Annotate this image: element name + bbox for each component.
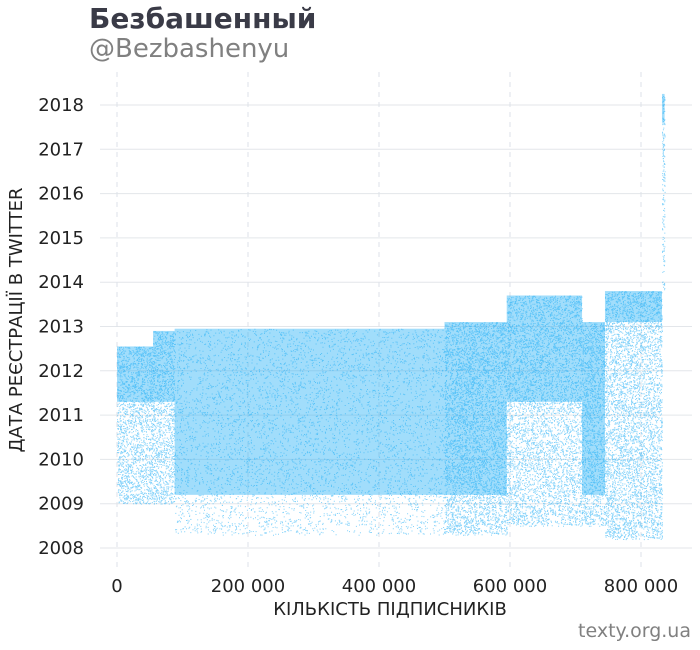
scatter-points bbox=[444, 322, 508, 536]
scatter-points bbox=[506, 295, 583, 527]
chart-subtitle: @Bezbashenyu bbox=[89, 34, 290, 64]
y-axis-label: ДАТА РЕЄСТРАЦІЇ В TWITTER bbox=[6, 188, 27, 453]
y-tick-label: 2017 bbox=[38, 139, 84, 160]
y-tick-label: 2015 bbox=[38, 228, 84, 249]
y-tick-label: 2012 bbox=[38, 361, 84, 382]
scatter-block bbox=[444, 322, 508, 536]
y-tick-label: 2018 bbox=[38, 95, 84, 116]
x-tick-label: 600 000 bbox=[473, 576, 547, 597]
scatter-block bbox=[604, 291, 663, 541]
y-tick-label: 2016 bbox=[38, 184, 84, 205]
y-tick-label: 2014 bbox=[38, 272, 84, 293]
scatter-points bbox=[662, 96, 666, 291]
scatter-block bbox=[174, 328, 446, 536]
y-tick-label: 2009 bbox=[38, 494, 84, 515]
scatter-block bbox=[506, 295, 583, 527]
y-tick-label: 2011 bbox=[38, 405, 84, 426]
scatter-points bbox=[605, 291, 663, 541]
scatter-density bbox=[174, 328, 445, 495]
scatter-points bbox=[174, 328, 446, 536]
scatter-block bbox=[153, 330, 176, 505]
data-points bbox=[117, 93, 666, 541]
grid-lines bbox=[100, 72, 692, 572]
scatter-points bbox=[117, 346, 154, 505]
scatter-block bbox=[117, 346, 154, 505]
source-credit: texty.org.ua bbox=[578, 620, 691, 642]
scatter-block bbox=[582, 322, 606, 527]
scatter-block bbox=[661, 93, 666, 291]
x-tick-label: 400 000 bbox=[342, 576, 416, 597]
y-axis-ticks: 2008 2009 2010 2011 2012 2013 2014 2015 2016 2017… bbox=[38, 95, 84, 559]
x-tick-label: 800 000 bbox=[604, 576, 678, 597]
scatter-points bbox=[582, 322, 606, 527]
x-axis-ticks: 0 200 000 400 000 600 000 800 000 bbox=[111, 576, 678, 597]
y-tick-label: 2010 bbox=[38, 449, 84, 470]
scatter-density bbox=[661, 93, 665, 123]
y-tick-label: 2008 bbox=[38, 538, 84, 559]
x-tick-label: 0 bbox=[111, 576, 122, 597]
x-tick-label: 200 000 bbox=[211, 576, 285, 597]
scatter-points bbox=[153, 331, 176, 505]
x-axis-label: КІЛЬКІСТЬ ПІДПИСНИКІВ bbox=[273, 599, 507, 620]
chart-title: Безбашенный bbox=[89, 2, 317, 35]
y-tick-label: 2013 bbox=[38, 317, 84, 338]
